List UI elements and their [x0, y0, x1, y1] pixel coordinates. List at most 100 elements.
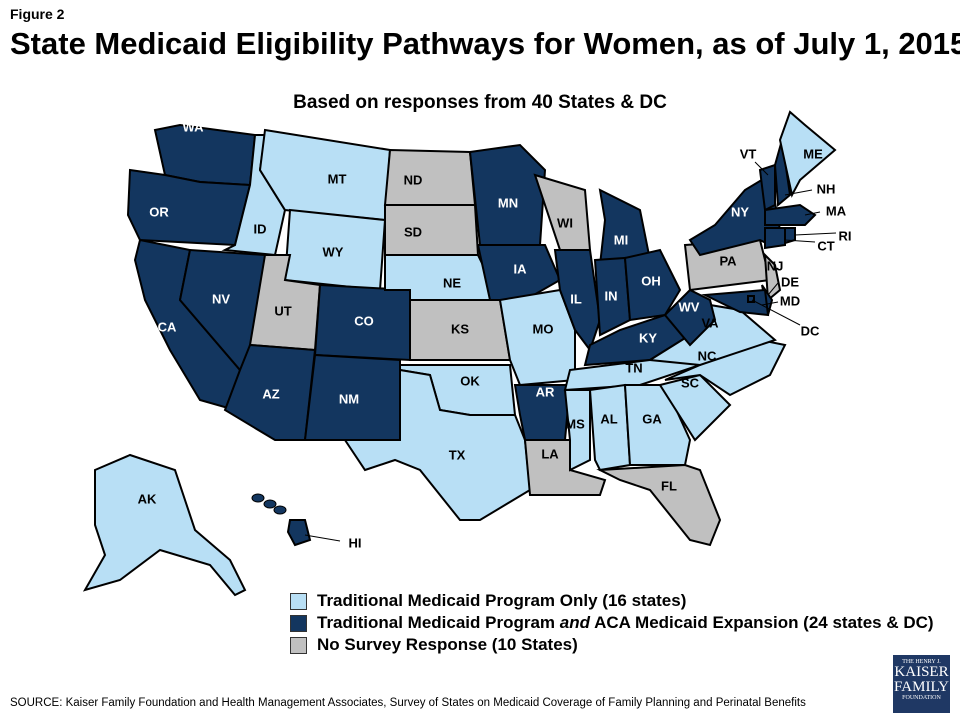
legend-item: Traditional Medicaid Program Only (16 st… — [290, 590, 934, 612]
state-label: OK — [460, 373, 480, 388]
state-label: LA — [541, 446, 559, 461]
state-label: PA — [719, 253, 737, 268]
chart-subtitle: Based on responses from 40 States & DC — [293, 92, 667, 113]
state-label: AL — [600, 411, 617, 426]
state-mn — [468, 143, 547, 246]
state-ri — [784, 227, 796, 245]
state-label: NY — [731, 204, 749, 219]
leader-line — [784, 189, 813, 196]
legend-swatch — [290, 614, 307, 632]
logo-text: THE HENRY J. — [902, 659, 941, 665]
state-label: IA — [514, 261, 528, 276]
state-label: TN — [625, 360, 642, 375]
state-nh — [773, 139, 792, 208]
state-label: MD — [780, 293, 800, 308]
logo-text: FAMILY — [894, 679, 949, 695]
legend-item: No Survey Response (10 States) — [290, 634, 934, 656]
state-label: CO — [354, 313, 374, 328]
state-label: NJ — [767, 258, 784, 273]
legend-label: and — [559, 613, 591, 632]
state-label: MT — [328, 171, 347, 186]
state-oh — [623, 248, 682, 322]
state-label: CT — [817, 238, 834, 253]
legend-label: No Survey Response (10 States) — [317, 635, 578, 654]
state-label: WY — [323, 244, 344, 259]
state-ma — [764, 203, 817, 226]
state-hi — [286, 519, 312, 547]
legend-swatch — [290, 636, 307, 654]
state-fl — [596, 463, 722, 547]
state-ak — [82, 453, 247, 597]
state-label: MA — [826, 203, 847, 218]
legend-label: ACA Medicaid Expansion (24 states & DC) — [590, 613, 934, 632]
state-label: ME — [803, 146, 823, 161]
leader-line — [794, 232, 837, 236]
state-label: KY — [639, 330, 657, 345]
state-label: WA — [183, 119, 205, 134]
state-label: OR — [149, 204, 169, 219]
state-label: SC — [681, 375, 700, 390]
state-label: CA — [158, 319, 177, 334]
state-label: MS — [565, 416, 585, 431]
state-label: NH — [817, 181, 836, 196]
state-label: VT — [740, 146, 757, 161]
state-label: AK — [138, 491, 157, 506]
state-az — [223, 343, 317, 441]
leader-line — [804, 211, 821, 216]
leader-line — [784, 239, 816, 243]
legend-label: Traditional Medicaid Program Only (16 st… — [317, 591, 687, 610]
legend-label: Traditional Medicaid Program — [317, 613, 560, 632]
state-label: MN — [498, 195, 518, 210]
state-vt — [758, 163, 776, 212]
state-label: MO — [533, 321, 554, 336]
state-label: DE — [781, 274, 799, 289]
source-note: SOURCE: Kaiser Family Foundation and Hea… — [10, 697, 806, 709]
state-sd — [384, 204, 480, 256]
kff-logo: THE HENRY J. KAISER FAMILY FOUNDATION — [893, 655, 950, 713]
chart-title: State Medicaid Eligibility Pathways for … — [10, 26, 960, 61]
state-hi-island — [273, 505, 287, 515]
state-label: RI — [839, 228, 852, 243]
state-label: TX — [449, 447, 466, 462]
state-label: IL — [570, 291, 582, 306]
state-nd — [383, 148, 477, 206]
state-label: KS — [451, 321, 469, 336]
state-label: NC — [698, 348, 717, 363]
leader-line — [754, 161, 769, 176]
state-label: OH — [641, 273, 661, 288]
state-label: SD — [404, 224, 422, 239]
state-label: WV — [679, 299, 700, 314]
legend: Traditional Medicaid Program Only (16 st… — [290, 590, 934, 656]
state-la — [523, 439, 607, 496]
state-label: GA — [642, 411, 662, 426]
state-hi-island — [251, 493, 265, 503]
state-ms — [563, 389, 591, 472]
state-ct — [764, 227, 786, 250]
figure-label: Figure 2 — [10, 6, 65, 22]
state-label: NE — [443, 275, 461, 290]
state-ia — [476, 244, 562, 301]
leader-line — [751, 299, 801, 326]
logo-text: FOUNDATION — [902, 695, 941, 701]
state-label: NV — [212, 291, 230, 306]
state-label: ID — [254, 221, 267, 236]
leader-line — [304, 534, 341, 542]
legend-item: Traditional Medicaid Program and ACA Med… — [290, 612, 934, 634]
state-label: VA — [701, 315, 719, 330]
leader-line — [767, 282, 779, 296]
logo-text: KAISER — [894, 664, 949, 680]
state-label: AZ — [262, 386, 279, 401]
state-label: ND — [404, 172, 423, 187]
state-label: UT — [274, 303, 291, 318]
state-wi — [533, 173, 592, 251]
legend-swatch — [290, 592, 307, 610]
leader-line — [761, 301, 779, 306]
state-label: MI — [614, 232, 628, 247]
state-label: WI — [557, 215, 573, 230]
state-label: NM — [339, 391, 359, 406]
state-sc — [658, 373, 732, 442]
state-label: IN — [605, 288, 618, 303]
state-label: FL — [661, 478, 677, 493]
